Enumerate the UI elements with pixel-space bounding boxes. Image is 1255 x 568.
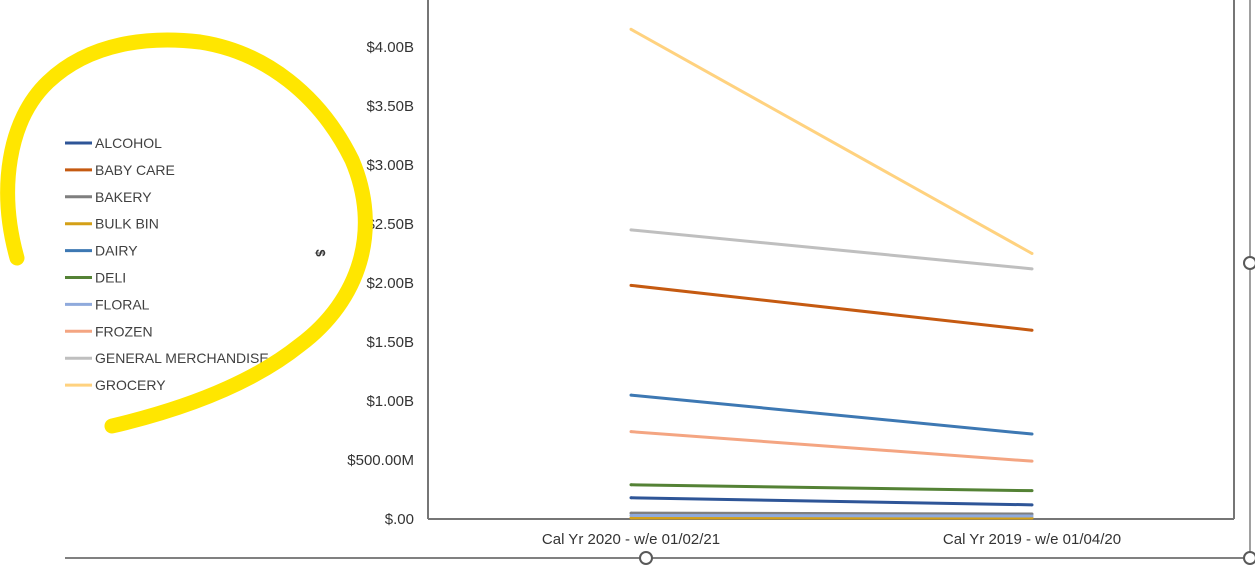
resize-handle-bottom-right[interactable]	[1243, 551, 1255, 565]
data-point	[1030, 252, 1034, 255]
series-line-alcohol	[630, 496, 1033, 507]
y-tick-label: $3.00B	[366, 157, 414, 174]
x-axis-ticks: Cal Yr 2020 - w/e 01/02/21 Cal Yr 2019 - …	[542, 531, 1121, 548]
data-point	[1030, 489, 1034, 493]
y-tick-label: $2.00B	[366, 275, 414, 292]
data-point	[629, 283, 633, 287]
series-line-dairy	[630, 393, 1033, 436]
data-point	[1030, 432, 1034, 436]
x-tick-label: Cal Yr 2019 - w/e 01/04/20	[943, 531, 1121, 548]
data-point	[629, 393, 633, 397]
y-tick-label: $1.50B	[366, 334, 414, 351]
y-axis-title: $	[313, 249, 328, 257]
y-tick-label: $2.50B	[366, 216, 414, 233]
y-tick-label: $4.00B	[366, 39, 414, 56]
data-point	[629, 430, 633, 434]
data-point	[629, 483, 633, 487]
resize-handle-bottom[interactable]	[639, 551, 653, 565]
series-line-floral	[630, 513, 1033, 518]
data-point	[1030, 459, 1034, 463]
y-axis-ticks: $.00 $500.00M $1.00B $1.50B $2.00B $2.50B $3.0…	[347, 39, 414, 528]
legend-item-dairy[interactable]: DAIRY	[65, 243, 138, 259]
resize-handle-right[interactable]	[1243, 256, 1255, 270]
data-point	[1030, 503, 1034, 507]
legend-item-general-merchandise[interactable]: GENERAL MERCHANDISE	[65, 350, 269, 366]
legend-item-bakery[interactable]: BAKERY	[65, 189, 152, 205]
legend-label: FROZEN	[95, 323, 153, 339]
data-point	[629, 27, 633, 31]
data-point	[629, 516, 633, 520]
data-point	[629, 228, 633, 232]
series-line-bakery	[630, 511, 1033, 516]
chart-selection-frame[interactable]	[65, 0, 1255, 565]
data-point	[1030, 514, 1034, 518]
y-tick-label: $3.50B	[366, 98, 414, 115]
y-tick-label: $500.00M	[347, 452, 414, 469]
legend-item-baby-care[interactable]: BABY CARE	[65, 162, 175, 178]
y-tick-label: $.00	[385, 511, 414, 528]
legend-label: GENERAL MERCHANDISE	[95, 350, 269, 366]
legend-label: ALCOHOL	[95, 135, 162, 151]
series-line-baby-care	[630, 283, 1033, 332]
plot-frame	[427, 0, 1235, 520]
legend-label: FLORAL	[95, 296, 150, 312]
legend-item-floral[interactable]: FLORAL	[65, 296, 150, 312]
data-point	[1030, 267, 1034, 271]
series-line-general-merchandise	[630, 228, 1033, 271]
data-point	[629, 511, 633, 515]
legend-label: DAIRY	[95, 243, 138, 259]
legend-item-bulk-bin[interactable]: BULK BIN	[65, 216, 159, 232]
x-tick-label: Cal Yr 2020 - w/e 01/02/21	[542, 531, 720, 548]
highlight-annotation	[0, 32, 373, 434]
legend-item-deli[interactable]: DELI	[65, 270, 126, 286]
legend-item-grocery[interactable]: GROCERY	[65, 377, 166, 393]
legend-item-alcohol[interactable]: ALCOHOL	[65, 135, 162, 151]
series-line-deli	[630, 483, 1033, 493]
y-tick-label: $1.00B	[366, 393, 414, 410]
legend-label: BABY CARE	[95, 162, 175, 178]
data-point	[1030, 328, 1034, 332]
legend-label: GROCERY	[95, 377, 166, 393]
legend-label: BULK BIN	[95, 216, 159, 232]
data-point	[629, 496, 633, 500]
data-point	[629, 513, 633, 517]
series-line-grocery	[630, 27, 1033, 255]
series-lines	[630, 27, 1033, 520]
legend[interactable]: ALCOHOL BABY CARE BAKERY BULK BIN DAIRY DELI F…	[65, 135, 269, 393]
data-labels	[629, 27, 1034, 520]
legend-label: BAKERY	[95, 189, 152, 205]
legend-label: DELI	[95, 270, 126, 286]
legend-item-frozen[interactable]: FROZEN	[65, 323, 153, 339]
series-line-frozen	[630, 430, 1033, 463]
